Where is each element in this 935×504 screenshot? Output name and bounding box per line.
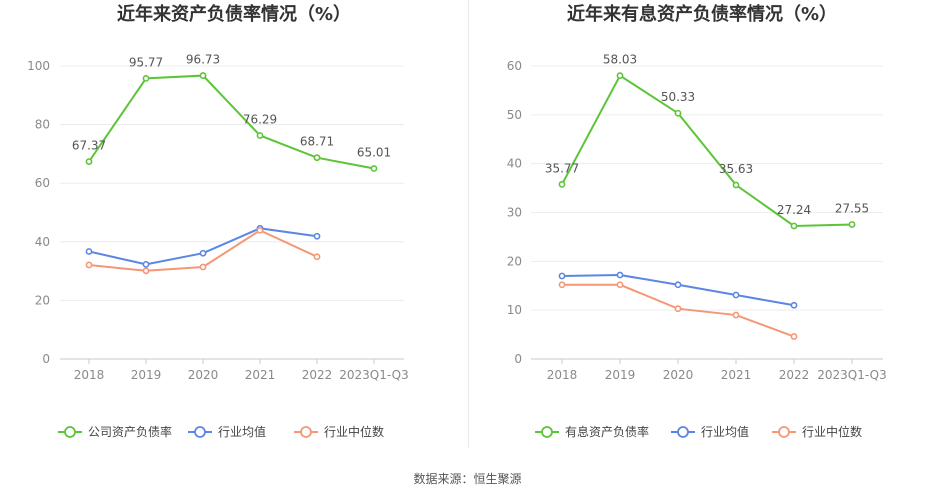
- left-series-point-0: [256, 132, 264, 139]
- right-y-tick-label: 30: [507, 206, 522, 220]
- left-series-point-0: [85, 158, 93, 166]
- left-series-point-2: [256, 226, 264, 234]
- left-x-tick-label: 2023Q1-Q3: [339, 368, 408, 382]
- right-legend-label: 有息资产负债率: [565, 424, 649, 439]
- right-legend-item-2: 行业中位数: [772, 424, 862, 439]
- left-chart-panel: 近年来资产负债率情况（%） 0 20 40 60 80 100 2018 2019 2020 202…: [0, 0, 468, 450]
- left-y-tick-label: 100: [27, 59, 50, 73]
- right-series-point-2: [616, 281, 624, 289]
- data-source: 数据来源：恒生聚源: [413, 472, 522, 486]
- left-data-label: 68.71: [300, 135, 334, 149]
- left-legend-label: 行业中位数: [324, 424, 384, 439]
- right-series-point-2: [790, 333, 798, 340]
- right-data-label: 35.77: [545, 161, 579, 175]
- right-series-point-1: [674, 281, 682, 289]
- left-data-label: 96.73: [186, 53, 220, 67]
- left-chart-title: 近年来资产负债率情况（%）: [117, 3, 351, 25]
- right-chart-title: 近年来有息资产负债率情况（%）: [567, 3, 837, 25]
- right-series-point-2: [732, 311, 740, 319]
- left-legend-label: 行业均值: [218, 424, 266, 439]
- right-legend-label: 行业中位数: [802, 424, 862, 439]
- left-x-tick-label: 2020: [188, 368, 219, 382]
- right-series-point-1: [790, 301, 798, 309]
- right-legend-marker: [541, 426, 553, 438]
- left-data-label: 65.01: [357, 146, 391, 160]
- right-y-tick-label: 20: [507, 254, 522, 268]
- right-y-tick-label: 50: [507, 108, 522, 122]
- right-data-label: 35.63: [719, 162, 753, 176]
- right-legend-marker: [677, 426, 689, 438]
- right-series-point-0: [848, 221, 856, 228]
- right-series-point-1: [616, 271, 624, 279]
- left-series-point-2: [85, 261, 93, 269]
- right-data-label: 50.33: [661, 90, 695, 104]
- left-series-point-1: [85, 248, 93, 255]
- left-x-tick-label: 2022: [302, 368, 333, 382]
- right-series-point-0: [674, 109, 682, 117]
- right-x-tick-label: 2023Q1-Q3: [817, 368, 886, 382]
- left-y-tick-label: 0: [42, 352, 50, 366]
- right-data-label: 27.55: [835, 201, 869, 215]
- left-x-tick-label: 2018: [74, 368, 105, 382]
- left-series-point-1: [199, 249, 207, 257]
- left-data-label: 67.37: [72, 139, 106, 153]
- left-series-point-2: [142, 267, 150, 275]
- right-legend-item-0: 有息资产负债率: [535, 424, 649, 439]
- right-series-point-0: [558, 180, 566, 188]
- right-data-label: 27.24: [777, 203, 811, 217]
- left-legend-item-1: 行业均值: [188, 424, 266, 439]
- left-series-line-0: [88, 74, 375, 170]
- panel-divider: [468, 0, 469, 448]
- right-legend-marker: [778, 426, 790, 438]
- left-legend-item-2: 行业中位数: [294, 424, 384, 439]
- left-legend-label: 公司资产负债率: [88, 424, 172, 439]
- right-chart: 近年来有息资产负债率情况（%） 0 10 20 30 40 50 60 2018 2019 2020…: [507, 3, 887, 439]
- right-x-tick-label: 2020: [663, 368, 694, 382]
- right-chart-panel: 近年来有息资产负债率情况（%） 0 10 20 30 40 50 60 2018 2019 2020…: [470, 0, 935, 450]
- left-x-tick-label: 2019: [131, 368, 162, 382]
- left-data-label: 76.29: [243, 112, 277, 126]
- left-series-point-1: [142, 260, 150, 268]
- left-series-point-0: [199, 72, 207, 79]
- left-series-point-0: [142, 74, 150, 82]
- right-legend-item-1: 行业均值: [671, 424, 749, 439]
- left-series-point-0: [370, 165, 378, 172]
- left-legend-marker: [194, 426, 206, 438]
- left-y-tick-label: 20: [35, 293, 50, 307]
- left-series-point-2: [199, 263, 207, 271]
- right-series-line-1: [561, 274, 795, 307]
- right-series-point-2: [558, 281, 566, 289]
- right-x-tick-label: 2022: [779, 368, 810, 382]
- right-x-tick-label: 2018: [547, 368, 578, 382]
- right-series-point-1: [558, 272, 566, 280]
- right-series-point-2: [674, 305, 682, 313]
- right-series-point-0: [790, 222, 798, 230]
- left-y-tick-label: 60: [35, 176, 50, 190]
- left-data-label: 95.77: [129, 55, 163, 69]
- right-y-tick-label: 60: [507, 59, 522, 73]
- left-series-point-0: [313, 154, 321, 162]
- left-legend-item-0: 公司资产负债率: [58, 424, 172, 439]
- right-data-label: 58.03: [603, 53, 637, 67]
- right-legend-label: 行业均值: [701, 424, 749, 439]
- left-series-point-2: [313, 253, 321, 261]
- left-y-tick-label: 40: [35, 235, 50, 249]
- right-series-line-0: [561, 74, 853, 227]
- right-series-point-0: [732, 181, 740, 189]
- left-series-line-1: [88, 227, 318, 266]
- right-series-point-0: [616, 72, 624, 80]
- left-legend-marker: [64, 426, 76, 438]
- right-y-tick-label: 40: [507, 157, 522, 171]
- left-legend-marker: [300, 426, 312, 438]
- left-series-point-1: [313, 232, 321, 240]
- left-chart: 近年来资产负债率情况（%） 0 20 40 60 80 100 2018 2019 2020 202…: [27, 3, 409, 439]
- right-series-point-1: [732, 291, 740, 299]
- right-y-tick-label: 10: [507, 303, 522, 317]
- right-x-tick-label: 2019: [605, 368, 636, 382]
- right-y-tick-label: 0: [514, 352, 522, 366]
- right-x-tick-label: 2021: [721, 368, 752, 382]
- left-y-tick-label: 80: [35, 118, 50, 132]
- left-x-tick-label: 2021: [245, 368, 276, 382]
